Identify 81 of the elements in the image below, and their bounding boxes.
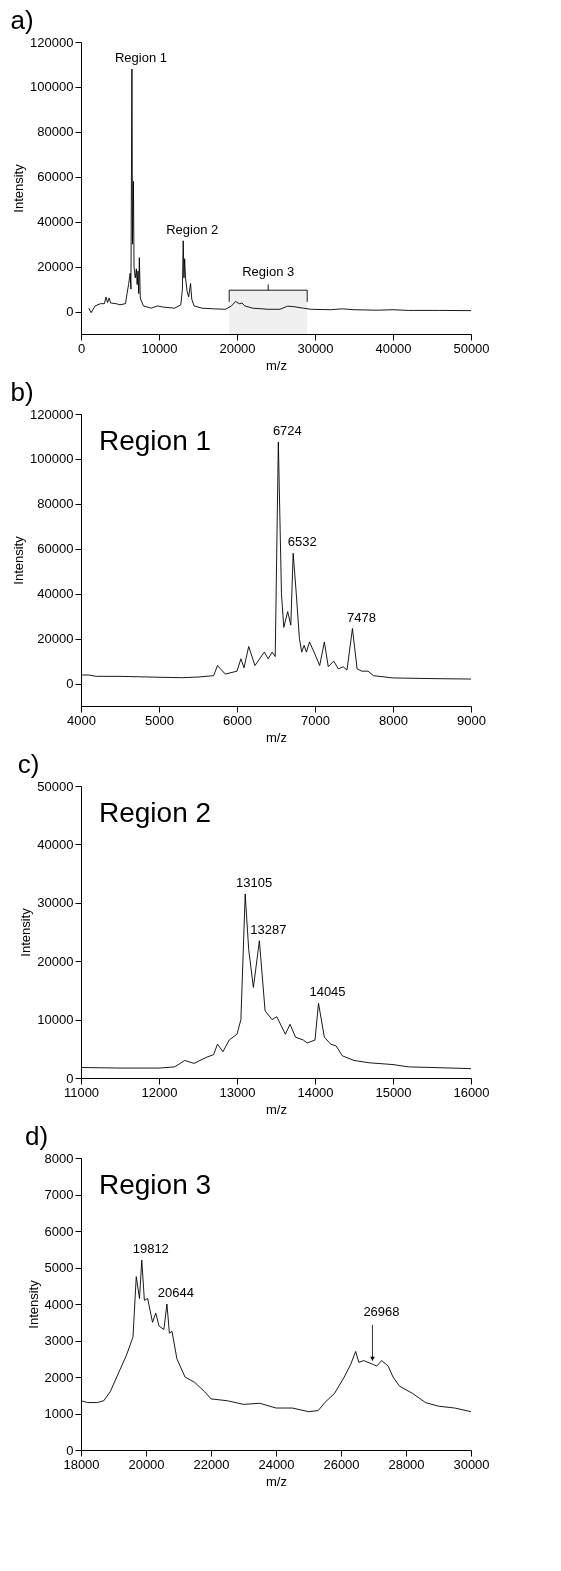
annotation: 19812 bbox=[132, 1241, 169, 1257]
x-tick-label: 50000 bbox=[453, 340, 490, 356]
y-tick-label: 4000 bbox=[44, 1296, 74, 1312]
y-axis-title: Intensity bbox=[25, 1279, 41, 1329]
y-axis-title: Intensity bbox=[11, 163, 27, 213]
annotation: 20644 bbox=[157, 1285, 195, 1300]
annotation: 26968 bbox=[363, 1304, 400, 1320]
y-tick-label: 120000 bbox=[30, 34, 74, 50]
y-tick-label: 0 bbox=[66, 304, 74, 320]
x-tick-label: 40000 bbox=[375, 340, 412, 356]
y-tick-label: 5000 bbox=[44, 1260, 74, 1275]
x-axis-title: m/z bbox=[266, 729, 287, 745]
y-tick-label: 60000 bbox=[37, 169, 74, 185]
y-tick-label: 80000 bbox=[37, 124, 74, 140]
x-tick-label: 11000 bbox=[63, 1084, 100, 1100]
annotation: 13105 bbox=[236, 875, 273, 891]
x-tick-label: 6000 bbox=[223, 712, 252, 728]
y-tick-label: 7000 bbox=[44, 1187, 74, 1202]
x-tick-label: 22000 bbox=[193, 1456, 230, 1472]
y-tick-label: 1000 bbox=[44, 1406, 74, 1421]
x-tick-label: 5000 bbox=[145, 712, 174, 728]
y-tick-label: 40000 bbox=[37, 586, 74, 602]
annotation: 6724 bbox=[272, 423, 302, 439]
annotation: Region 1 bbox=[99, 425, 212, 456]
y-tick-label: 0 bbox=[66, 1070, 74, 1086]
x-axis-title: m/z bbox=[266, 357, 287, 373]
y-tick-label: 100000 bbox=[30, 79, 74, 95]
annotation: 7478 bbox=[346, 609, 376, 625]
y-tick-label: 50000 bbox=[37, 778, 74, 794]
annotation: Region 2 bbox=[99, 797, 212, 828]
y-tick-label: 60000 bbox=[37, 541, 74, 557]
y-tick-label: 3000 bbox=[44, 1333, 74, 1348]
y-axis-title: Intensity bbox=[11, 535, 27, 585]
x-tick-label: 16000 bbox=[453, 1084, 490, 1100]
chart-title: c) bbox=[17, 749, 40, 779]
y-tick-label: 2000 bbox=[44, 1369, 74, 1385]
x-tick-label: 10000 bbox=[141, 340, 178, 356]
x-axis-title: m/z bbox=[266, 1473, 287, 1489]
y-tick-label: 100000 bbox=[30, 451, 74, 467]
x-tick-label: 14000 bbox=[297, 1084, 334, 1100]
x-tick-label: 20000 bbox=[219, 340, 256, 356]
chart-title: b) bbox=[10, 377, 34, 407]
x-tick-label: 7000 bbox=[301, 712, 330, 728]
line-series bbox=[88, 68, 472, 314]
x-tick-label: 18000 bbox=[63, 1456, 100, 1472]
annotation: Region 1 bbox=[114, 49, 167, 65]
x-tick-label: 12000 bbox=[141, 1084, 178, 1100]
y-tick-label: 0 bbox=[66, 1442, 74, 1458]
x-tick-label: 8000 bbox=[379, 712, 408, 728]
y-tick-label: 20000 bbox=[37, 259, 74, 275]
y-tick-label: 10000 bbox=[37, 1012, 74, 1028]
annotation: Region 3 bbox=[99, 1169, 212, 1200]
annotation: 13287 bbox=[250, 921, 287, 937]
y-tick-label: 80000 bbox=[37, 496, 74, 512]
x-tick-label: 13000 bbox=[219, 1084, 256, 1100]
annotation: 6532 bbox=[287, 534, 317, 550]
x-tick-label: 20000 bbox=[128, 1456, 165, 1472]
y-tick-label: 20000 bbox=[37, 953, 74, 969]
chart-title: a) bbox=[10, 5, 34, 35]
x-tick-label: 24000 bbox=[258, 1456, 295, 1472]
annotation: Region 2 bbox=[166, 221, 219, 237]
annotation: 14045 bbox=[309, 984, 346, 1000]
y-tick-label: 8000 bbox=[44, 1150, 74, 1166]
x-axis-title: m/z bbox=[266, 1101, 287, 1117]
x-tick-label: 9000 bbox=[457, 712, 486, 728]
x-tick-label: 28000 bbox=[388, 1456, 425, 1472]
y-tick-label: 120000 bbox=[30, 406, 74, 422]
y-tick-label: 20000 bbox=[37, 631, 74, 647]
x-tick-label: 15000 bbox=[375, 1084, 412, 1100]
y-tick-label: 40000 bbox=[37, 214, 74, 230]
y-tick-label: 6000 bbox=[44, 1223, 74, 1239]
y-tick-label: 40000 bbox=[37, 836, 74, 852]
x-tick-label: 26000 bbox=[323, 1456, 360, 1472]
x-tick-label: 30000 bbox=[297, 340, 334, 356]
y-axis-title: Intensity bbox=[18, 907, 34, 957]
x-tick-label: 30000 bbox=[453, 1456, 490, 1472]
y-tick-label: 0 bbox=[66, 676, 74, 692]
band-label: Region 3 bbox=[242, 264, 295, 280]
y-tick-label: 30000 bbox=[37, 895, 74, 911]
x-tick-label: 0 bbox=[77, 340, 86, 356]
chart-title: d) bbox=[25, 1121, 49, 1151]
